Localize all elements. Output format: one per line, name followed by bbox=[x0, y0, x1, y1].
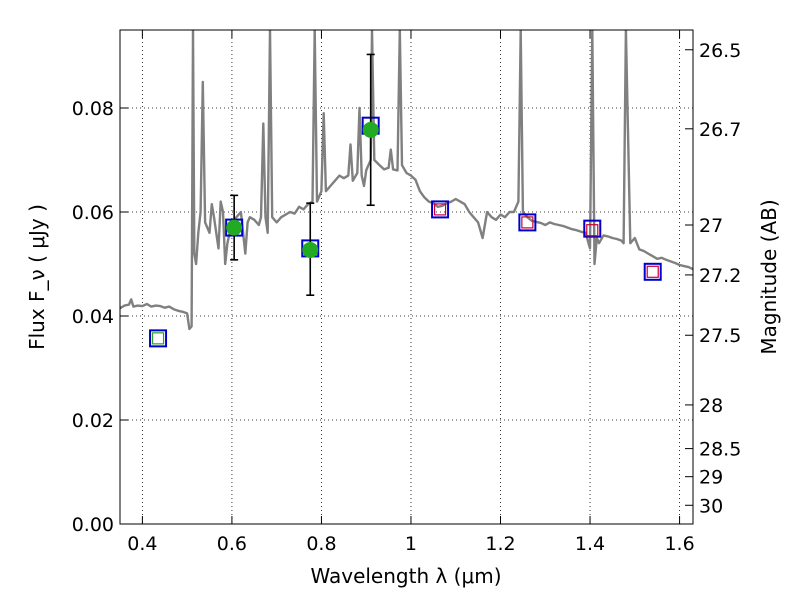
photometry-square bbox=[149, 329, 168, 348]
right-tick-label: 28.5 bbox=[699, 439, 741, 461]
ticks: 0.4 0.6 0.8 1 1.2 1.4 1.6 0.00 0.02 0.04 0.06 0.08 2… bbox=[72, 30, 741, 555]
x-axis-label: Wavelength λ (μm) bbox=[310, 564, 501, 588]
marker-layer bbox=[149, 53, 662, 348]
model-square bbox=[586, 224, 599, 237]
data-point bbox=[226, 219, 243, 236]
spectrum-layer bbox=[120, 30, 693, 331]
y-tick-label: 0.08 bbox=[72, 98, 114, 120]
plot-frame bbox=[119, 29, 694, 525]
x-tick-label: 1 bbox=[405, 533, 417, 555]
right-tick-label: 28 bbox=[699, 395, 723, 417]
x-tick-label: 0.8 bbox=[306, 533, 336, 555]
right-tick-label: 26.5 bbox=[699, 40, 741, 62]
y-tick-label: 0.06 bbox=[72, 202, 114, 224]
right-tick-label: 26.7 bbox=[699, 119, 741, 141]
model-square bbox=[521, 216, 534, 229]
right-tick-label: 27.5 bbox=[699, 325, 741, 347]
y-tick-label: 0.00 bbox=[72, 514, 114, 536]
photometry-square bbox=[431, 200, 450, 219]
y-tick-label: 0.02 bbox=[72, 410, 114, 432]
data-point bbox=[302, 241, 319, 258]
right-tick-label: 27.2 bbox=[699, 265, 741, 287]
x-tick-label: 1.6 bbox=[664, 533, 694, 555]
y-axis-label: Flux F_ν ( μJy ) bbox=[25, 204, 49, 350]
x-tick-label: 1.4 bbox=[575, 533, 605, 555]
model-square bbox=[433, 203, 447, 216]
photometry-square bbox=[583, 219, 602, 238]
x-tick-label: 1.2 bbox=[485, 533, 515, 555]
data-point bbox=[362, 121, 379, 138]
right-axis-label: Magnitude (AB) bbox=[757, 199, 781, 354]
model-square bbox=[151, 332, 165, 345]
photometry-square bbox=[518, 213, 537, 232]
y-tick-label: 0.04 bbox=[72, 306, 114, 328]
photometry-square bbox=[643, 262, 662, 281]
right-tick-label: 30 bbox=[699, 495, 723, 517]
spectrum-line bbox=[120, 30, 693, 331]
model-square bbox=[646, 265, 659, 278]
right-tick-label: 29 bbox=[699, 467, 723, 489]
x-tick-label: 0.4 bbox=[127, 533, 157, 555]
x-tick-label: 0.6 bbox=[217, 533, 247, 555]
right-tick-label: 27 bbox=[699, 215, 723, 237]
